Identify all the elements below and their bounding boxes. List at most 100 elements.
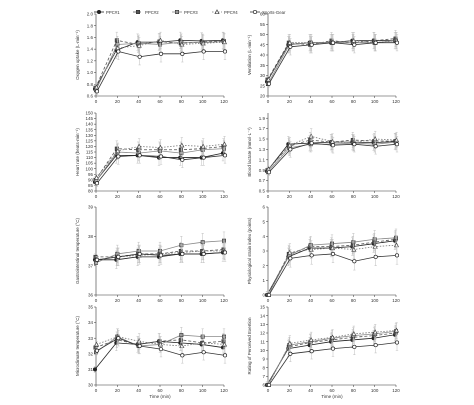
data-point	[287, 142, 293, 148]
series-5	[94, 243, 228, 266]
data-point	[394, 253, 400, 258]
y-tick-label: 100	[85, 166, 93, 171]
x-tick-label: 100	[199, 298, 207, 303]
series-5	[94, 43, 228, 95]
y-tick-label: 30	[88, 383, 94, 388]
data-point	[94, 181, 100, 186]
y-tick-label: 120	[85, 144, 93, 149]
data-point	[137, 343, 142, 349]
data-point	[158, 51, 164, 56]
y-axis-label: Microclimate temperature (°C)	[75, 315, 80, 376]
y-axis-label: Physiological strain index (points)	[247, 217, 252, 284]
data-point	[287, 39, 293, 45]
y-tick-label: 3	[262, 249, 265, 254]
series-4	[93, 136, 228, 181]
series-5	[94, 330, 228, 364]
data-point	[266, 382, 272, 388]
data-point	[179, 41, 185, 47]
data-point	[393, 235, 398, 240]
y-tick-label: 1.2	[87, 58, 94, 63]
x-tick-label: 40	[136, 99, 142, 104]
data-point	[330, 40, 336, 45]
data-point	[116, 336, 121, 341]
data-point	[373, 40, 378, 45]
data-point	[158, 42, 163, 47]
data-point	[394, 142, 400, 147]
x-tick-label: 80	[179, 298, 185, 303]
data-point	[288, 147, 293, 152]
y-tick-label: 2.0	[87, 12, 94, 17]
y-tick-label: 14	[260, 313, 266, 318]
series-3	[265, 323, 398, 387]
data-point	[93, 341, 100, 347]
series-4	[265, 236, 400, 298]
x-tick-label: 20	[115, 388, 121, 393]
x-tick-label: 120	[392, 99, 400, 104]
y-tick-label: 13	[260, 322, 266, 327]
x-tick-label: 20	[115, 298, 121, 303]
x-tick-label: 0	[267, 388, 270, 393]
y-tick-label: 90	[88, 177, 94, 182]
data-point	[94, 89, 100, 94]
data-point	[308, 133, 314, 139]
data-point	[308, 337, 314, 342]
data-point	[137, 251, 142, 256]
data-point	[201, 155, 206, 160]
y-axis-label: Ventilation (L·min⁻¹)	[247, 34, 252, 75]
data-point	[393, 327, 400, 333]
y-tick-label: 40	[260, 53, 266, 58]
x-tick-label: 0	[267, 194, 270, 199]
legend-marker	[214, 9, 220, 15]
y-tick-label: 2	[262, 263, 265, 268]
x-tick-label: 120	[220, 298, 228, 303]
x-tick-label: 0	[267, 298, 270, 303]
y-tick-label: 55	[260, 22, 266, 27]
data-point	[287, 340, 293, 346]
series-4	[265, 32, 400, 84]
x-tick-label: 100	[371, 194, 379, 199]
x-tick-label: 120	[220, 194, 228, 199]
legend-marker	[96, 9, 102, 15]
y-tick-label: 60	[260, 12, 266, 17]
y-tick-label: 130	[85, 133, 93, 138]
data-point	[180, 51, 185, 56]
y-tick-label: 80	[88, 189, 94, 194]
data-point	[157, 37, 164, 43]
data-point	[222, 153, 228, 158]
x-tick-label: 0	[95, 298, 98, 303]
data-point	[179, 142, 185, 148]
data-point	[200, 334, 205, 339]
chart-panels: 0.60.81.01.21.41.61.82.00 20 40 60 80 100 120O…	[75, 12, 400, 399]
data-point	[136, 42, 142, 48]
data-point	[116, 154, 121, 159]
data-point	[372, 237, 377, 242]
y-tick-label: 1.5	[259, 137, 266, 142]
x-tick-label: 0	[267, 99, 270, 104]
series-1	[264, 326, 398, 388]
data-point	[309, 141, 314, 146]
data-point	[266, 292, 272, 298]
data-point	[288, 256, 293, 261]
y-tick-label: 0.9	[259, 168, 266, 173]
data-point	[116, 49, 121, 54]
chart-panel-5: 36 37 38 39 0 20 40 60 80 100 120 Gastrointestinal …	[75, 205, 228, 303]
y-tick-label: 150	[85, 111, 93, 116]
x-tick-label: 20	[287, 388, 293, 393]
legend-marker	[136, 10, 141, 15]
y-tick-label: 85	[88, 183, 94, 188]
x-tick-label: 100	[199, 388, 207, 393]
series-5	[266, 135, 400, 176]
y-tick-label: 1.4	[87, 47, 94, 52]
data-point	[373, 343, 378, 348]
x-tick-label: 60	[329, 99, 335, 104]
data-point	[92, 367, 98, 372]
x-tick-label: 20	[287, 298, 293, 303]
data-point	[352, 42, 357, 47]
series-3	[94, 231, 227, 267]
data-point	[329, 241, 334, 246]
data-point	[116, 254, 121, 259]
data-point	[221, 341, 228, 347]
y-tick-label: 1.3	[259, 147, 266, 152]
x-tick-label: 80	[351, 298, 357, 303]
